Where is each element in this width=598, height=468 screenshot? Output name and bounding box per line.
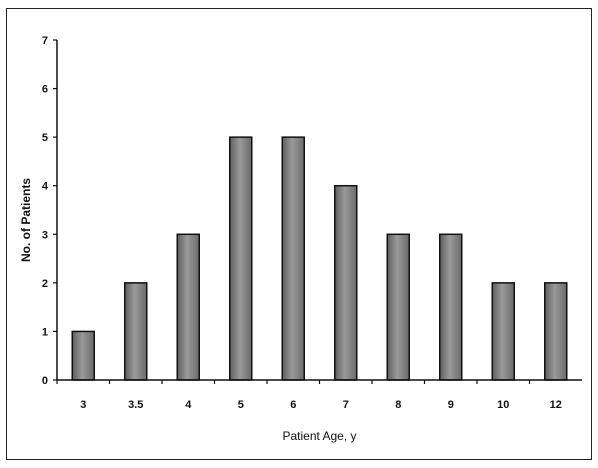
bar-6 bbox=[281, 136, 305, 381]
x-tick-label: 5 bbox=[238, 399, 244, 411]
x-tick-label: 7 bbox=[343, 399, 349, 411]
y-tick-label: 7 bbox=[42, 35, 48, 47]
y-ticks: 0 1 2 3 4 5 6 7 bbox=[42, 35, 57, 387]
bar-4 bbox=[176, 233, 200, 381]
y-tick-label: 1 bbox=[42, 326, 48, 338]
x-ticks: 3 3.5 4 5 6 7 8 9 10 12 bbox=[56, 380, 562, 411]
x-tick-label: 10 bbox=[497, 399, 509, 411]
bar-12 bbox=[544, 282, 568, 381]
bars-layer bbox=[71, 136, 568, 381]
x-tick-label: 6 bbox=[290, 399, 296, 411]
y-axis-title: No. of Patients bbox=[19, 178, 33, 262]
x-tick-label: 12 bbox=[550, 399, 562, 411]
y-tick-label: 0 bbox=[42, 375, 48, 387]
x-axis-title: Patient Age, y bbox=[282, 429, 356, 443]
y-tick-label: 4 bbox=[42, 181, 49, 193]
y-tick-label: 6 bbox=[42, 84, 48, 96]
bar-5 bbox=[229, 136, 253, 381]
x-tick-label: 9 bbox=[448, 399, 454, 411]
x-tick-label: 3.5 bbox=[128, 399, 143, 411]
y-tick-label: 3 bbox=[42, 229, 48, 241]
bar-10 bbox=[491, 282, 515, 381]
bar-7 bbox=[334, 184, 358, 381]
bar-3 bbox=[71, 330, 95, 381]
x-tick-label: 4 bbox=[185, 399, 192, 411]
bar-3.5 bbox=[124, 282, 148, 381]
bar-9 bbox=[439, 233, 463, 381]
y-tick-label: 5 bbox=[42, 132, 48, 144]
x-tick-label: 3 bbox=[80, 399, 86, 411]
y-tick-label: 2 bbox=[42, 278, 48, 290]
bar-8 bbox=[386, 233, 410, 381]
x-tick-label: 8 bbox=[395, 399, 401, 411]
